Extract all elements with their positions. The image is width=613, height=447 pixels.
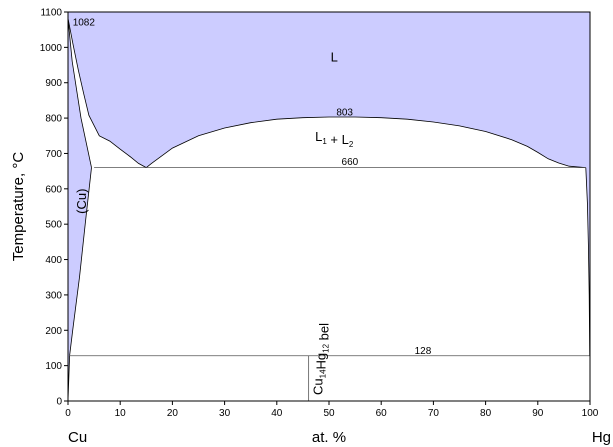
x-right-element-label: Hg <box>592 429 611 446</box>
y-tick-label: 1100 <box>40 8 62 19</box>
peritectic-temperature-label: 128 <box>415 346 432 357</box>
cu-solid-solution-region <box>68 18 92 402</box>
y-tick-label: 800 <box>45 114 62 125</box>
liquid-region <box>68 12 590 356</box>
x-tick-label: 60 <box>376 408 388 419</box>
y-tick-label: 900 <box>45 78 62 89</box>
y-tick-label: 600 <box>45 184 62 195</box>
cu-solid-solution-label: (Cu) <box>74 189 89 214</box>
x-tick-label: 90 <box>532 408 544 419</box>
y-tick-label: 0 <box>56 397 62 408</box>
x-tick-label: 30 <box>219 408 231 419</box>
hg-side-liquidus <box>585 167 591 356</box>
miscibility-gap-boundary <box>146 116 586 168</box>
x-tick-label: 80 <box>480 408 492 419</box>
y-tick-label: 500 <box>45 220 62 231</box>
y-tick-label: 1000 <box>40 43 63 54</box>
liquid-region-fills <box>68 12 590 402</box>
x-tick-label: 0 <box>65 408 71 419</box>
miscibility-max-label: 803 <box>336 107 353 118</box>
x-left-element-label: Cu <box>68 429 87 446</box>
cu-melting-point-label: 1082 <box>73 17 96 28</box>
y-axis-ticks: 0 100 200 300 400 500 600 700 800 900 1000 1100 <box>40 8 68 408</box>
cu-side-liquidus <box>67 18 147 168</box>
x-tick-label: 40 <box>271 408 283 419</box>
liquid-phase-label: L <box>331 50 338 65</box>
x-tick-label: 50 <box>323 408 335 419</box>
x-tick-label: 100 <box>582 408 599 419</box>
x-tick-label: 10 <box>115 408 127 419</box>
monotectic-temperature-label: 660 <box>342 157 359 168</box>
y-axis-label: Temperature, °C <box>10 152 27 262</box>
y-tick-label: 200 <box>45 326 62 337</box>
two-liquid-phase-label: L1 + L2 <box>315 129 354 149</box>
x-tick-label: 70 <box>428 408 440 419</box>
y-tick-label: 400 <box>45 255 62 266</box>
x-tick-label: 20 <box>167 408 179 419</box>
cu-solvus <box>67 167 92 402</box>
x-axis-ticks: 0 10 20 30 40 50 60 70 80 90 100 <box>65 401 599 419</box>
y-tick-label: 300 <box>45 290 62 301</box>
compound-label: Cu14Hg12 bel <box>311 323 332 395</box>
phase-boundaries <box>67 18 591 402</box>
y-tick-label: 700 <box>45 149 62 160</box>
x-axis-label: at. % <box>312 429 346 446</box>
cu-solidus <box>67 18 92 168</box>
y-tick-label: 100 <box>45 361 62 372</box>
